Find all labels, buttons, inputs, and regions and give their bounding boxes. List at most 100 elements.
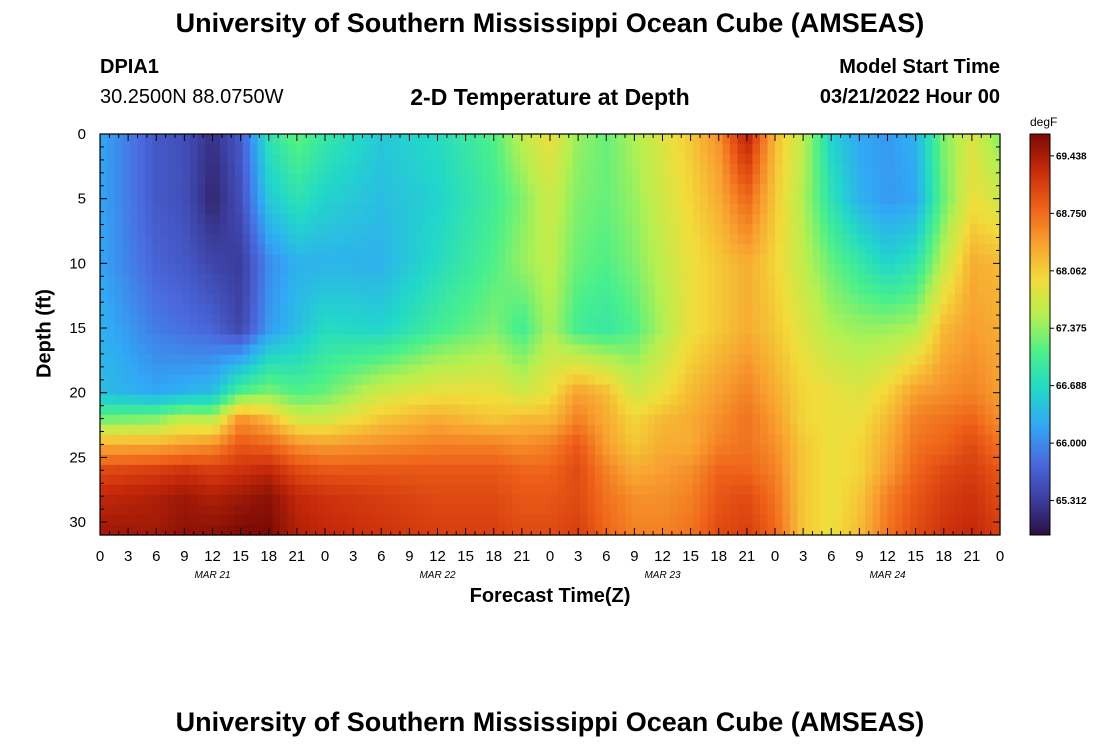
heatmap-cell <box>527 454 536 466</box>
heatmap-cell <box>707 504 716 516</box>
heatmap-cell <box>842 404 851 416</box>
heatmap-cell <box>190 344 199 356</box>
heatmap-cell <box>205 504 214 516</box>
heatmap-cell <box>407 274 416 285</box>
heatmap-cell <box>992 304 1001 316</box>
heatmap-cell <box>880 494 889 506</box>
heatmap-cell <box>370 344 379 356</box>
heatmap-cell <box>242 304 251 316</box>
heatmap-cell <box>422 274 431 285</box>
heatmap-cell <box>647 344 656 356</box>
heatmap-cell <box>257 514 266 526</box>
heatmap-cell <box>265 464 274 476</box>
heatmap-cell <box>152 314 161 326</box>
heatmap-cell <box>737 464 746 476</box>
heatmap-cell <box>985 134 994 145</box>
heatmap-cell <box>467 454 476 466</box>
heatmap-cell <box>797 294 806 306</box>
heatmap-cell <box>685 354 694 366</box>
heatmap-cell <box>850 434 859 446</box>
heatmap-cell <box>280 374 289 386</box>
heatmap-cell <box>272 444 281 456</box>
heatmap-cell <box>887 134 896 145</box>
heatmap-cell <box>910 354 919 366</box>
heatmap-cell <box>752 464 761 476</box>
heatmap-cell <box>430 154 439 165</box>
heatmap-cell <box>707 304 716 316</box>
heatmap-cell <box>880 434 889 446</box>
heatmap-cell <box>797 244 806 255</box>
heatmap-cell <box>460 214 469 225</box>
heatmap-cell <box>287 524 296 536</box>
heatmap-cell <box>887 464 896 476</box>
heatmap-cell <box>662 404 671 416</box>
heatmap-cell <box>820 154 829 165</box>
heatmap-cell <box>955 254 964 265</box>
heatmap-cell <box>152 294 161 306</box>
heatmap-cell <box>715 374 724 386</box>
heatmap-cell <box>662 424 671 436</box>
heatmap-cell <box>175 234 184 245</box>
heatmap-cell <box>497 164 506 175</box>
heatmap-cell <box>707 524 716 536</box>
heatmap-cell <box>182 384 191 396</box>
heatmap-cell <box>737 384 746 396</box>
heatmap-cell <box>782 514 791 526</box>
heatmap-cell <box>190 434 199 446</box>
heatmap-cell <box>182 524 191 536</box>
heatmap-cell <box>452 324 461 336</box>
heatmap-cell <box>655 514 664 526</box>
heatmap-cell <box>880 424 889 436</box>
heatmap-cell <box>700 394 709 406</box>
heatmap-cell <box>595 354 604 366</box>
heatmap-cell <box>850 474 859 486</box>
heatmap-cell <box>557 294 566 306</box>
heatmap-cell <box>115 354 124 366</box>
heatmap-cell <box>947 364 956 376</box>
heatmap-cell <box>962 314 971 326</box>
heatmap-cell <box>625 344 634 356</box>
heatmap-cell <box>917 504 926 516</box>
heatmap-cell <box>932 374 941 386</box>
heatmap-cell <box>790 244 799 255</box>
heatmap-cell <box>355 304 364 316</box>
heatmap-cell <box>295 424 304 436</box>
heatmap-cell <box>550 384 559 396</box>
heatmap-cell <box>565 264 574 275</box>
heatmap-cell <box>295 164 304 175</box>
heatmap-cell <box>235 404 244 416</box>
heatmap-cell <box>940 214 949 225</box>
heatmap-cell <box>175 424 184 436</box>
heatmap-cell <box>190 294 199 306</box>
heatmap-cell <box>512 334 521 346</box>
heatmap-cell <box>775 524 784 536</box>
heatmap-cell <box>100 324 109 336</box>
heatmap-cell <box>182 174 191 185</box>
heatmap-cell <box>220 264 229 275</box>
heatmap-cell <box>407 364 416 376</box>
heatmap-cell <box>235 274 244 285</box>
heatmap-cell <box>557 324 566 336</box>
heatmap-cell <box>505 214 514 225</box>
heatmap-cell <box>655 344 664 356</box>
heatmap-cell <box>895 464 904 476</box>
heatmap-cell <box>992 214 1001 225</box>
heatmap-cell <box>332 444 341 456</box>
heatmap-cell <box>302 284 311 296</box>
heatmap-cell <box>850 364 859 376</box>
heatmap-cell <box>452 504 461 516</box>
heatmap-cell <box>647 374 656 386</box>
heatmap-cell <box>617 154 626 165</box>
heatmap-cell <box>947 484 956 496</box>
heatmap-cell <box>520 274 529 285</box>
heatmap-cell <box>295 174 304 185</box>
heatmap-cell <box>460 464 469 476</box>
heatmap-cell <box>805 204 814 215</box>
heatmap-cell <box>632 304 641 316</box>
heatmap-cell <box>272 324 281 336</box>
heatmap-cell <box>752 434 761 446</box>
heatmap-cell <box>887 434 896 446</box>
heatmap-cell <box>250 434 259 446</box>
heatmap-cell <box>512 184 521 195</box>
heatmap-cell <box>527 504 536 516</box>
